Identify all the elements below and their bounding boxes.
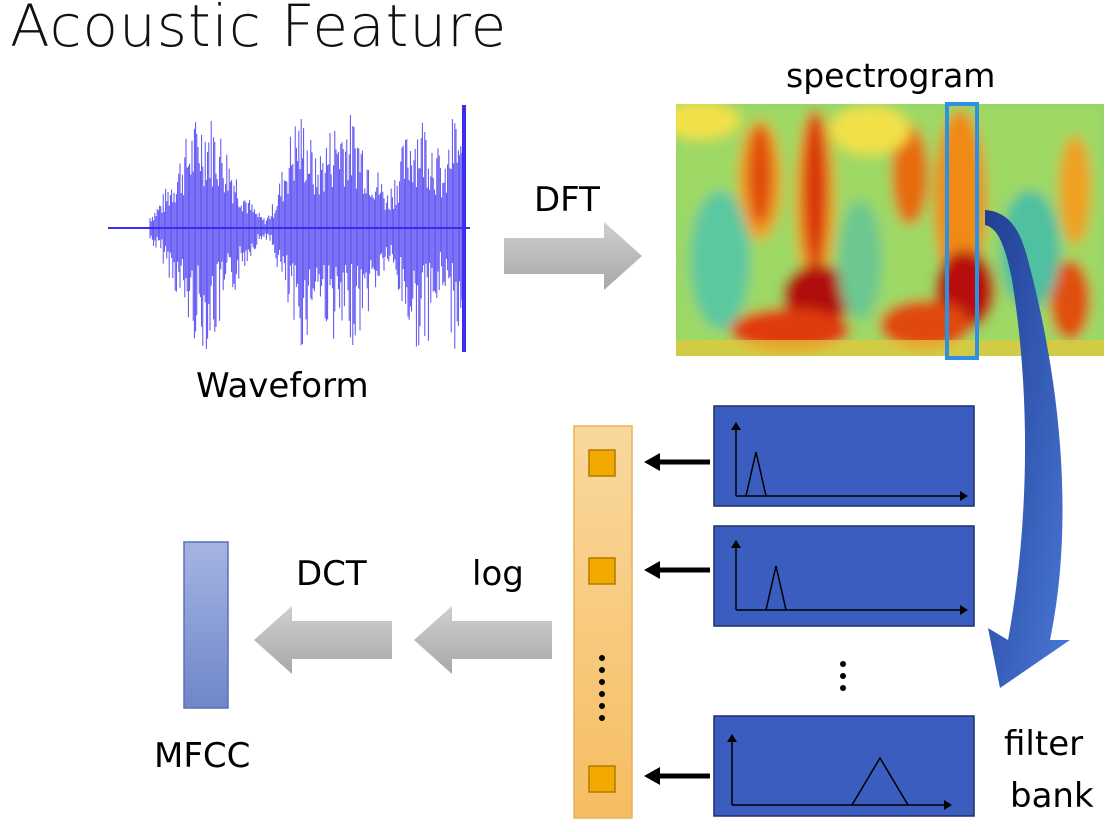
dct-arrow <box>254 606 392 674</box>
feature-square-3 <box>588 765 616 793</box>
mfcc-vector <box>183 541 229 709</box>
page-title: Acoustic Feature <box>10 0 508 60</box>
mfcc-label: MFCC <box>154 736 251 776</box>
spectrogram-image <box>676 104 1104 356</box>
filter-box-2 <box>713 525 975 627</box>
feature-square-2 <box>588 557 616 585</box>
curved-arrow <box>985 210 1070 688</box>
filterbank-output-column <box>573 425 633 819</box>
column-ellipsis <box>599 655 605 721</box>
filter-label: filter <box>1004 724 1084 764</box>
dft-arrow <box>504 222 642 290</box>
filter-box-3 <box>713 715 975 817</box>
filter-output-arrows <box>644 453 710 785</box>
bank-label: bank <box>1010 776 1094 816</box>
filter-box-1 <box>713 405 975 507</box>
waveform-plot <box>108 105 470 352</box>
feature-square-1 <box>588 449 616 477</box>
spectrogram-label: spectrogram <box>786 56 996 95</box>
waveform-signal <box>149 115 463 350</box>
dct-label: DCT <box>296 554 367 594</box>
dft-label: DFT <box>534 180 600 220</box>
waveform-label: Waveform <box>196 366 369 406</box>
log-label: log <box>472 554 524 594</box>
frame-highlight <box>945 102 979 360</box>
filter-ellipsis <box>840 661 846 691</box>
log-arrow <box>414 606 552 674</box>
